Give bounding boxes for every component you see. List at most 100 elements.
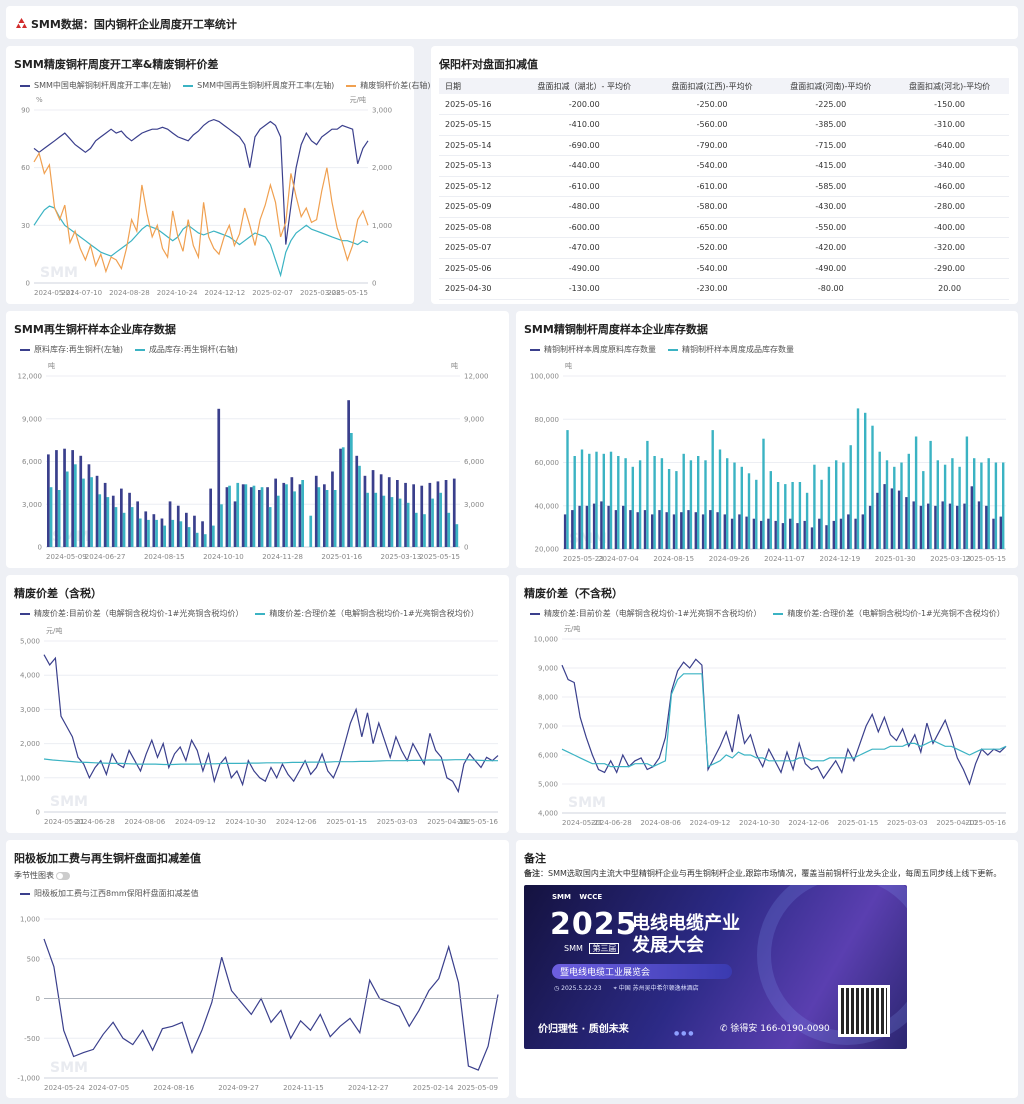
bar: [347, 400, 350, 547]
chart-title: SMM再生铜杆样本企业库存数据: [14, 323, 176, 336]
bar: [406, 502, 410, 547]
bar: [781, 523, 785, 549]
table-row: 2025-05-14 -690.00 -790.00 -715.00 -640.00: [439, 135, 1009, 156]
bar: [600, 501, 603, 549]
legend-item[interactable]: 精废价差:合理价差（电解铜含税均价-1#光亮铜含税均价）: [255, 608, 479, 619]
x-tick-label: 2024-11-15: [283, 1084, 324, 1092]
table-cell: -150.00: [890, 94, 1009, 115]
bar: [985, 505, 988, 550]
legend-swatch-icon: [255, 612, 266, 615]
bar: [624, 458, 627, 549]
bar: [217, 408, 221, 547]
table-header-cell: 盘面扣减(河南)-平均价: [771, 78, 891, 94]
bar: [79, 455, 83, 547]
carousel-dots[interactable]: ● ● ●: [674, 1030, 694, 1037]
legend-swatch-icon: [668, 348, 678, 351]
bar: [636, 512, 639, 549]
x-tick-label: 2024-05-21: [44, 818, 85, 826]
legend-item[interactable]: 精废价差:目前价差（电解铜含税均价-1#光亮铜含税均价）: [20, 608, 243, 619]
bar: [212, 525, 215, 547]
chart-card-spread-notax: 精废价差（不含税） 精废价差:目前价差（电解铜含税均价-1#光亮铜不含税均价）精…: [516, 575, 1018, 833]
bar: [114, 507, 118, 547]
chart-card-anode-diff: 阳极板加工费与再生铜杆盘面扣减差值 季节性图表 阳极板加工费与江西8mm保阳杆盘…: [6, 840, 509, 1098]
chart-legend: 原料库存:再生铜杆(左轴) 成品库存:再生铜杆(右轴): [20, 344, 238, 355]
y-tick-label: 4,000: [538, 810, 558, 818]
bar: [805, 492, 809, 549]
bar: [130, 507, 134, 547]
y-tick-label-right: 6,000: [464, 458, 484, 466]
x-tick-label: 2024-08-28: [109, 289, 150, 297]
bar: [847, 514, 850, 549]
watermark: SMM: [50, 1060, 88, 1076]
table-cell: -600.00: [515, 217, 653, 238]
legend-item[interactable]: 精铜制杆样本周度原料库存数量: [530, 344, 656, 355]
bar: [387, 477, 391, 547]
notes-title: 备注: [524, 852, 546, 865]
chart-legend: 精废价差:目前价差（电解铜含税均价-1#光亮铜含税均价） 精废价差:合理价差（电解…: [20, 608, 479, 619]
bar: [412, 484, 415, 547]
toggle-switch-icon[interactable]: [56, 871, 70, 880]
legend-item[interactable]: 原料库存:再生铜杆(左轴): [20, 344, 123, 355]
y-tick-label: 1,000: [20, 916, 40, 924]
x-tick-label: 2025-02-14: [413, 1084, 454, 1092]
table-cell: -410.00: [515, 114, 653, 136]
table-cell: -420.00: [771, 237, 891, 259]
legend-item[interactable]: SMM中国电解铜制杆周度开工率(左轴): [20, 80, 171, 91]
y-tick-label: 0: [26, 280, 30, 288]
bar: [379, 474, 383, 547]
bar: [201, 521, 204, 547]
table-row: 2025-05-13 -440.00 -540.00 -415.00 -340.00: [439, 155, 1009, 177]
bar: [958, 466, 961, 549]
deduction-table: 日期 盘面扣减（湖北）- 平均价 盘面扣减(江西)-平均价 盘面扣减(河南)-平均价盘…: [439, 78, 1009, 300]
bar: [431, 498, 434, 547]
y-tick-label-right: 0: [464, 544, 468, 552]
bar: [667, 469, 671, 549]
x-tick-label: 2025-05-15: [419, 553, 460, 561]
legend-item[interactable]: 精废价差:目前价差（电解铜含税均价-1#光亮铜不含税均价）: [530, 608, 761, 619]
bar: [716, 512, 719, 549]
table-cell: -460.00: [890, 176, 1009, 197]
bar: [609, 451, 613, 549]
y-tick-label: 1,000: [20, 774, 40, 782]
y-tick-label: 7,000: [538, 723, 558, 731]
chart-plot: 4,000 5,000 6,000 7,000 8,000 9,000 10,000 元/吨 2…: [534, 624, 1007, 827]
x-tick-label: 2024-11-07: [764, 555, 805, 563]
legend-item[interactable]: 精废铜杆价差(右轴): [346, 80, 431, 91]
bar: [193, 515, 196, 547]
conference-banner[interactable]: SMM WCCE 2025 SMM 第三届 电线电缆产业 发展大会 暨电线电缆工…: [524, 885, 907, 1049]
x-tick-label: 2024-08-16: [153, 1084, 194, 1092]
bar: [314, 475, 318, 548]
chart-title: SMM精废铜杆周度开工率&精废铜杆价差: [14, 58, 219, 71]
legend-item[interactable]: 精废价差:合理价差（电解铜含税均价-1#光亮铜不含税均价）: [773, 608, 1005, 619]
seasonal-toggle[interactable]: 季节性图表: [14, 870, 70, 881]
legend-item[interactable]: 成品库存:再生铜杆(右轴): [134, 344, 238, 355]
table-cell: -415.00: [771, 155, 891, 177]
y-tick-label: 9,000: [538, 665, 558, 673]
y-tick-label: 4,000: [20, 672, 40, 680]
legend-item[interactable]: SMM中国再生铜制杆周度开工率(左轴): [183, 80, 334, 91]
bar: [74, 464, 77, 547]
bar: [203, 534, 207, 547]
bar: [185, 512, 188, 547]
bar: [614, 510, 618, 549]
table-cell: 2025-04-30: [439, 278, 516, 300]
bar: [209, 488, 212, 547]
bar: [195, 532, 199, 548]
bar: [382, 495, 386, 547]
legend-label: 精废价差:目前价差（电解铜含税均价-1#光亮铜含税均价）: [34, 609, 244, 618]
bar: [309, 515, 313, 547]
bar: [90, 477, 93, 547]
legend-item[interactable]: 精铜制杆样本周度成品库存数量: [668, 344, 794, 355]
table-header-cell: 盘面扣减(江西)-平均价: [652, 78, 772, 94]
x-tick-label: 2024-10-10: [203, 553, 244, 561]
table-cell: -340.00: [890, 155, 1009, 177]
bar: [592, 503, 596, 549]
bar: [951, 458, 954, 549]
chart-card-recycled-inventory: SMM再生铜杆样本企业库存数据 原料库存:再生铜杆(左轴) 成品库存:再生铜杆(右…: [6, 311, 509, 568]
banner-brand-small: SMM: [564, 944, 583, 953]
legend-swatch-icon: [346, 84, 357, 87]
legend-item[interactable]: 阳极板加工费与江西8mm保阳杆盘面扣减差值: [20, 888, 199, 899]
bar: [323, 484, 326, 547]
smm-logo-icon: [16, 18, 27, 28]
bar: [452, 478, 456, 547]
